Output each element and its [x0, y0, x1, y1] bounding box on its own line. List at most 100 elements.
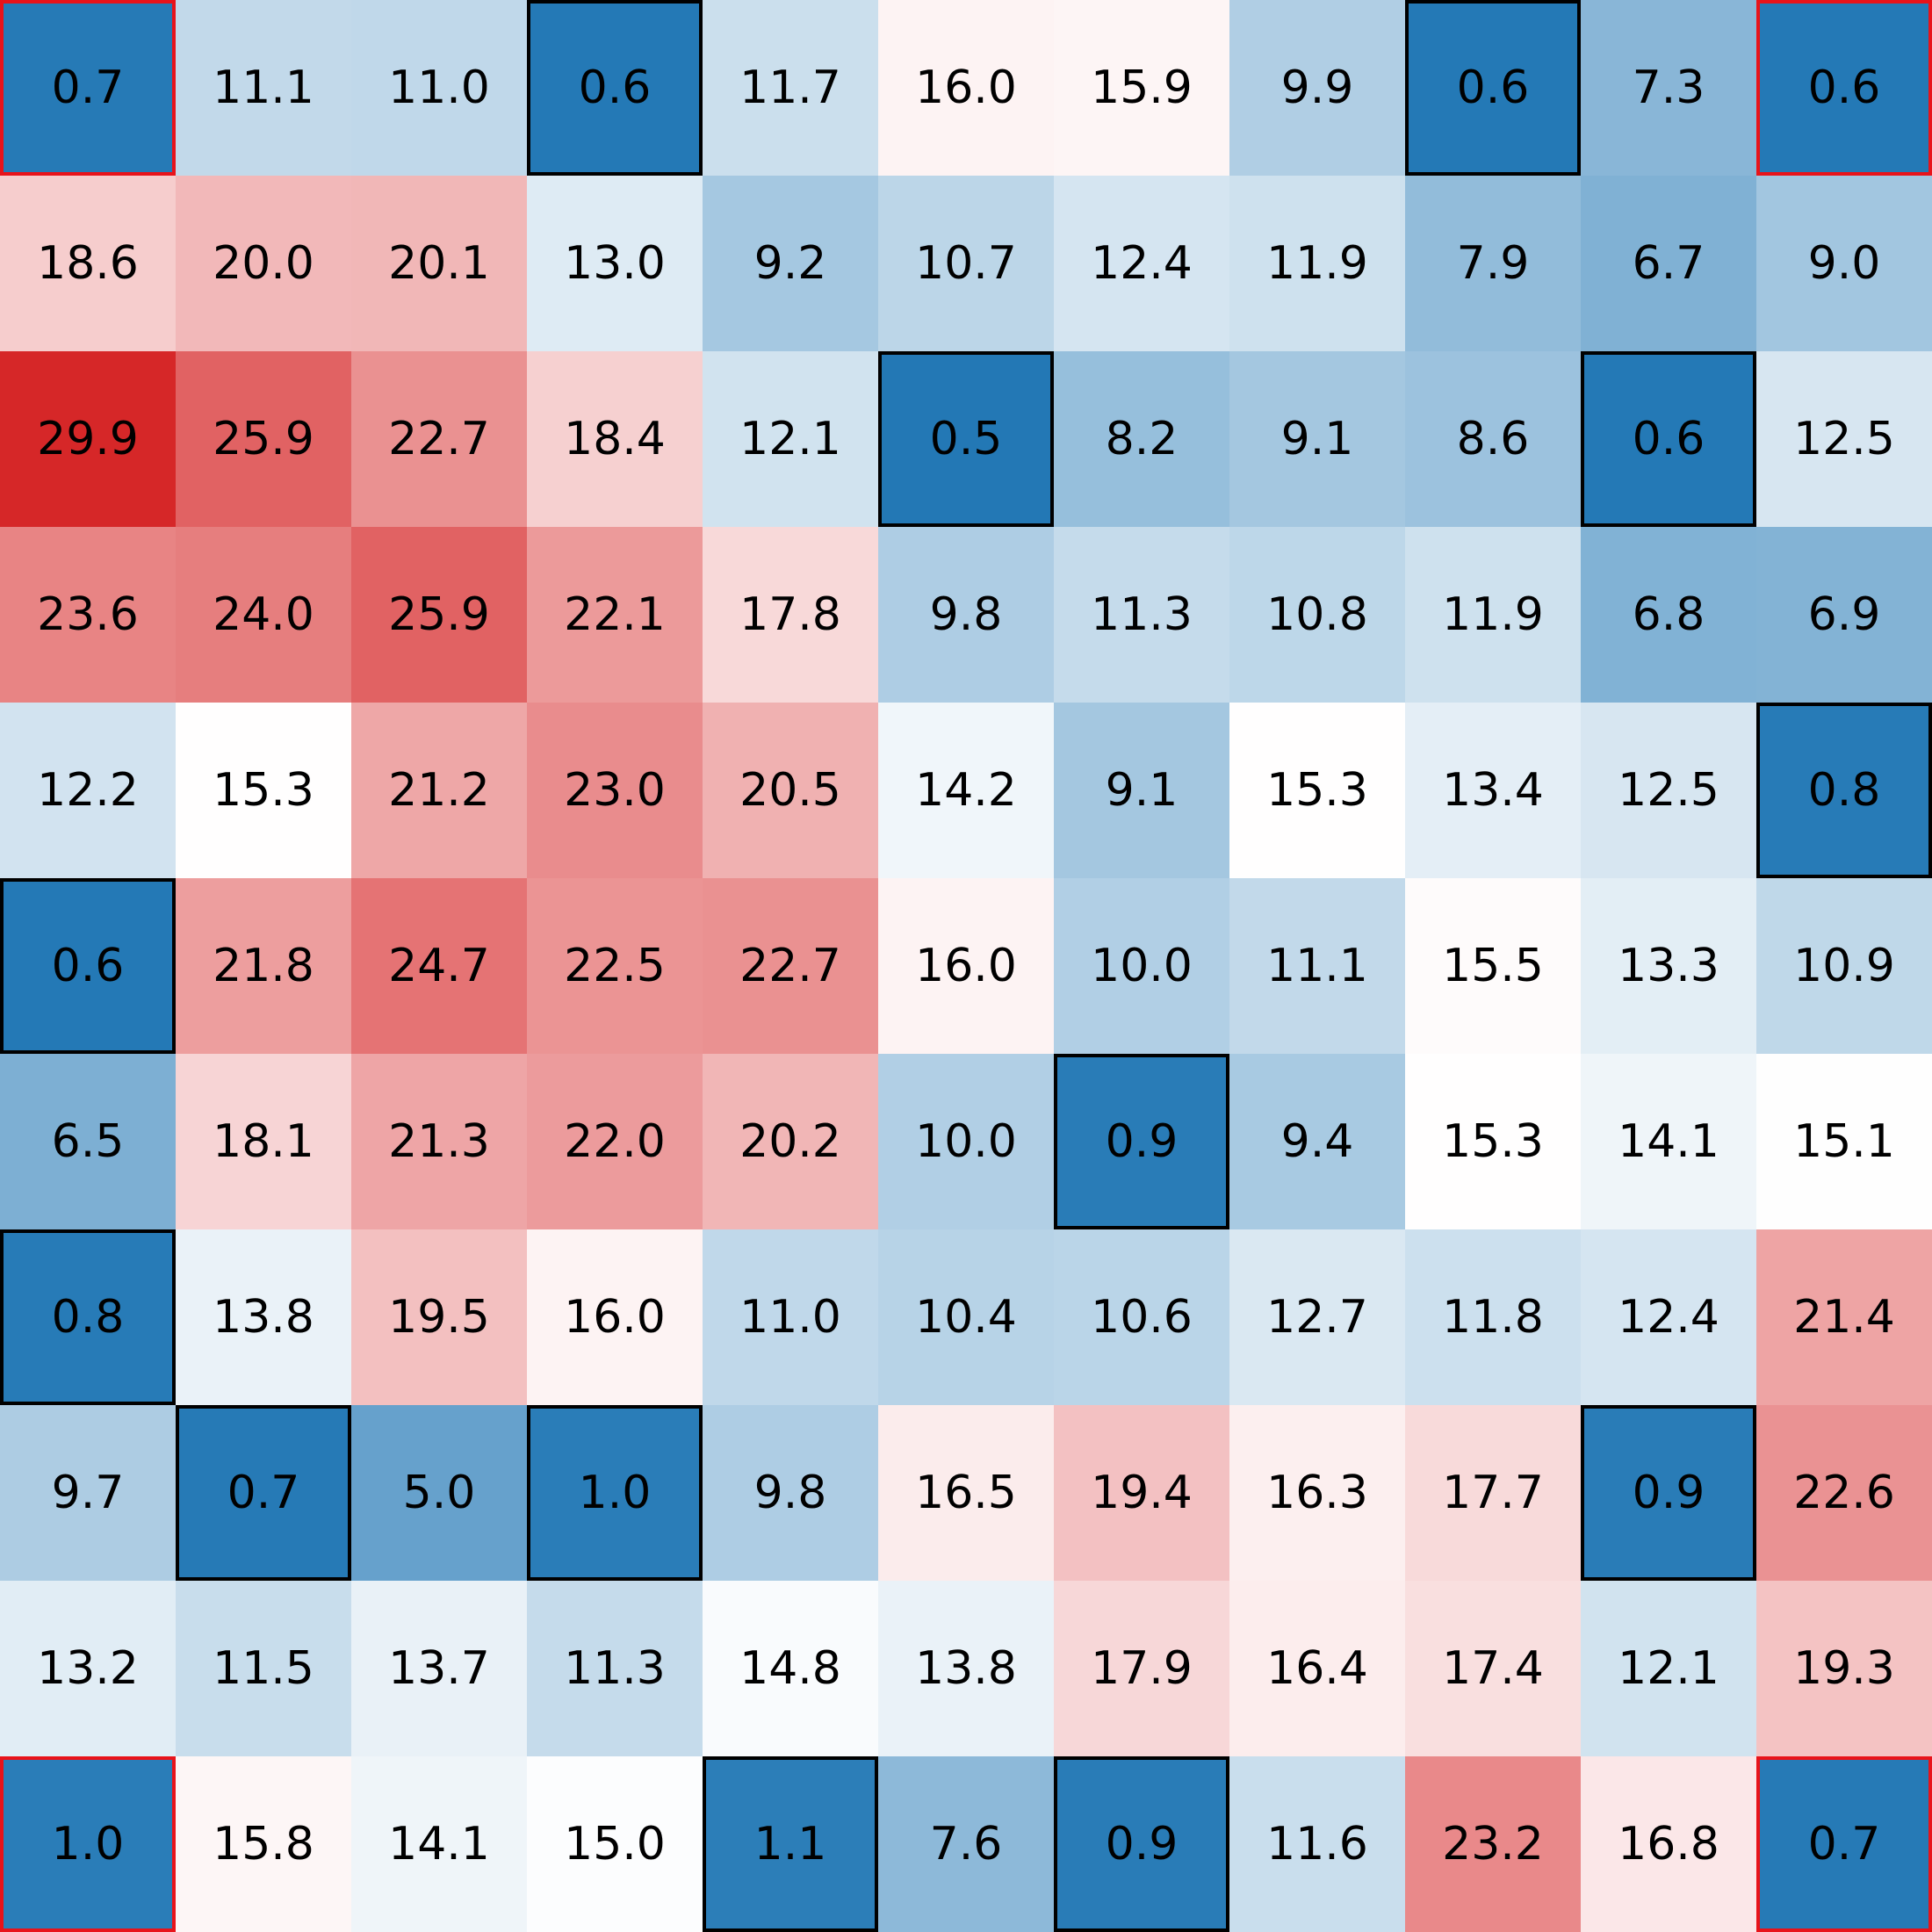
cell-value-label: 20.2 — [739, 1115, 841, 1168]
heatmap-cell — [527, 0, 703, 177]
heatmap-cell — [351, 176, 528, 352]
cell-value-label: 22.7 — [388, 413, 490, 465]
cell-value-label: 0.7 — [1808, 1818, 1881, 1871]
corner-cell-outline — [0, 1756, 176, 1932]
cell-value-label: 23.0 — [564, 764, 666, 817]
heatmap-cell — [1405, 1581, 1582, 1757]
cell-value-label: 19.3 — [1793, 1642, 1895, 1695]
heatmap-cell — [527, 1405, 703, 1582]
cell-value-label: 11.9 — [1442, 588, 1544, 641]
cell-value-label: 13.2 — [37, 1642, 139, 1695]
heatmap-cell — [1405, 527, 1582, 703]
cell-value-label: 11.3 — [564, 1642, 666, 1695]
cell-value-label: 9.8 — [754, 1467, 827, 1519]
cell-value-label: 11.3 — [1091, 588, 1193, 641]
heatmap-cell — [1054, 176, 1230, 352]
cell-value-label: 15.0 — [564, 1818, 666, 1871]
heatmap-cell — [351, 351, 528, 528]
heatmap-cell — [527, 878, 703, 1055]
cell-value-label: 22.7 — [739, 940, 841, 992]
heatmap-cell — [703, 351, 879, 528]
heatmap-cell — [1405, 1756, 1582, 1932]
cell-value-label: 16.4 — [1266, 1642, 1368, 1695]
cell-value-label: 9.9 — [1281, 61, 1354, 114]
cell-value-label: 14.2 — [915, 764, 1017, 817]
cell-value-label: 1.0 — [52, 1818, 125, 1871]
cell-value-label: 14.8 — [739, 1642, 841, 1695]
cell-outline — [1054, 1756, 1229, 1932]
cell-value-label: 0.6 — [52, 940, 125, 992]
heatmap-cell — [0, 1581, 177, 1757]
heatmap-cell — [0, 1756, 177, 1932]
heatmap-cell — [1405, 351, 1582, 528]
cell-value-label: 13.3 — [1618, 940, 1719, 992]
heatmap-cell — [1756, 1405, 1932, 1582]
cell-value-label: 22.0 — [564, 1115, 666, 1168]
heatmap-cell — [176, 351, 352, 528]
heatmap-cell — [1229, 703, 1406, 879]
heatmap-cell — [1756, 703, 1932, 879]
cell-value-label: 16.5 — [915, 1467, 1017, 1519]
cell-value-label: 9.2 — [754, 237, 827, 290]
cell-value-label: 9.8 — [930, 588, 1003, 641]
cell-value-label: 0.8 — [1808, 764, 1881, 817]
heatmap-cell — [703, 527, 879, 703]
cell-value-label: 11.0 — [388, 61, 490, 114]
heatmap-cell — [1581, 1581, 1757, 1757]
cell-value-label: 19.5 — [388, 1291, 490, 1344]
heatmap-cell — [1405, 176, 1582, 352]
heatmap-cell — [1581, 0, 1757, 177]
heatmap-cell — [1054, 878, 1230, 1055]
cell-value-label: 8.6 — [1457, 413, 1530, 465]
heatmap-cell — [1756, 1756, 1932, 1932]
heatmap-cell — [351, 527, 528, 703]
cell-value-label: 9.1 — [1281, 413, 1354, 465]
cell-value-label: 10.0 — [1091, 940, 1193, 992]
heatmap-cell — [1054, 1756, 1230, 1932]
heatmap-cell — [351, 1229, 528, 1406]
heatmap-cell — [1229, 878, 1406, 1055]
cell-value-label: 13.8 — [915, 1642, 1017, 1695]
cell-value-label: 22.5 — [564, 940, 666, 992]
heatmap-cell — [0, 1054, 177, 1230]
cell-value-label: 7.3 — [1633, 61, 1705, 114]
heatmap-cell — [0, 527, 177, 703]
heatmap-cell — [703, 1229, 879, 1406]
heatmap-cell — [878, 176, 1055, 352]
heatmap-cell — [1581, 176, 1757, 352]
corner-cell-outline — [1756, 0, 1932, 176]
heatmap-cell — [703, 878, 879, 1055]
heatmap-cell — [1405, 1054, 1582, 1230]
cell-value-label: 25.9 — [388, 588, 490, 641]
cell-value-label: 12.1 — [1618, 1642, 1719, 1695]
cell-value-label: 15.3 — [1266, 764, 1368, 817]
cell-value-label: 21.3 — [388, 1115, 490, 1168]
heatmap-cell — [176, 1229, 352, 1406]
cell-value-label: 0.9 — [1106, 1818, 1179, 1871]
cell-value-label: 11.7 — [739, 61, 841, 114]
heatmap-cell — [1581, 351, 1757, 528]
heatmap-cell — [1229, 176, 1406, 352]
cell-value-label: 7.6 — [930, 1818, 1003, 1871]
heatmap-cell — [1054, 1229, 1230, 1406]
cell-value-label: 15.5 — [1442, 940, 1544, 992]
heatmap-cell — [1756, 878, 1932, 1055]
heatmap-cell — [1756, 0, 1932, 177]
cell-value-label: 0.8 — [52, 1291, 125, 1344]
heatmap-cell — [0, 1229, 177, 1406]
heatmap-cell — [0, 176, 177, 352]
cell-value-label: 5.0 — [403, 1467, 476, 1519]
cell-value-label: 10.8 — [1266, 588, 1368, 641]
cell-value-label: 20.5 — [739, 764, 841, 817]
heatmap-cell — [351, 0, 528, 177]
cell-value-label: 9.7 — [52, 1467, 125, 1519]
cell-value-label: 14.1 — [1618, 1115, 1719, 1168]
heatmap-cell — [703, 1054, 879, 1230]
cell-value-label: 10.6 — [1091, 1291, 1193, 1344]
heatmap-cell — [1756, 1054, 1932, 1230]
heatmap-cell — [1054, 1581, 1230, 1757]
cell-value-label: 16.3 — [1266, 1467, 1368, 1519]
heatmap-cell — [1405, 1405, 1582, 1582]
heatmap-cell — [0, 0, 177, 177]
